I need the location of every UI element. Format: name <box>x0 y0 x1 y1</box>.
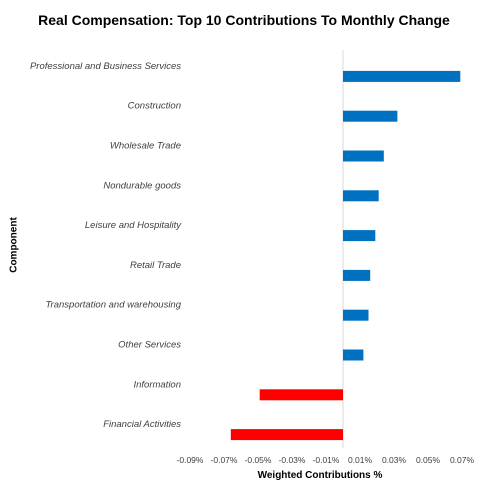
category-label: Professional and Business Services <box>30 61 181 72</box>
bar <box>343 150 384 162</box>
x-tick-label: 0.01% <box>348 455 373 465</box>
x-tick-label: -0.07% <box>211 455 238 465</box>
category-label: Information <box>133 379 181 390</box>
category-label: Transportation and warehousing <box>45 300 181 311</box>
bar <box>343 230 376 242</box>
x-tick-label: -0.03% <box>279 455 306 465</box>
x-tick-label: 0.03% <box>382 455 407 465</box>
bar <box>343 70 461 82</box>
category-label: Retail Trade <box>130 260 181 271</box>
bar <box>230 429 343 441</box>
bar <box>343 190 379 202</box>
x-tick-label: 0.05% <box>416 455 441 465</box>
category-label: Construction <box>128 101 181 112</box>
bar <box>343 269 371 281</box>
category-label: Leisure and Hospitality <box>85 220 182 231</box>
bar <box>343 349 364 361</box>
category-label: Nondurable goods <box>103 180 181 191</box>
x-axis-title: Weighted Contributions % <box>257 470 383 481</box>
category-label: Financial Activities <box>103 419 181 430</box>
bar <box>259 389 343 401</box>
bar <box>343 309 369 321</box>
x-tick-label: -0.01% <box>313 455 340 465</box>
x-tick-label: -0.09% <box>177 455 204 465</box>
category-label: Other Services <box>118 340 181 351</box>
category-label: Wholesale Trade <box>110 141 181 152</box>
x-tick-label: -0.05% <box>245 455 272 465</box>
x-tick-label: 0.07% <box>450 455 475 465</box>
chart-title: Real Compensation: Top 10 Contributions … <box>38 12 450 28</box>
bar <box>343 110 398 122</box>
